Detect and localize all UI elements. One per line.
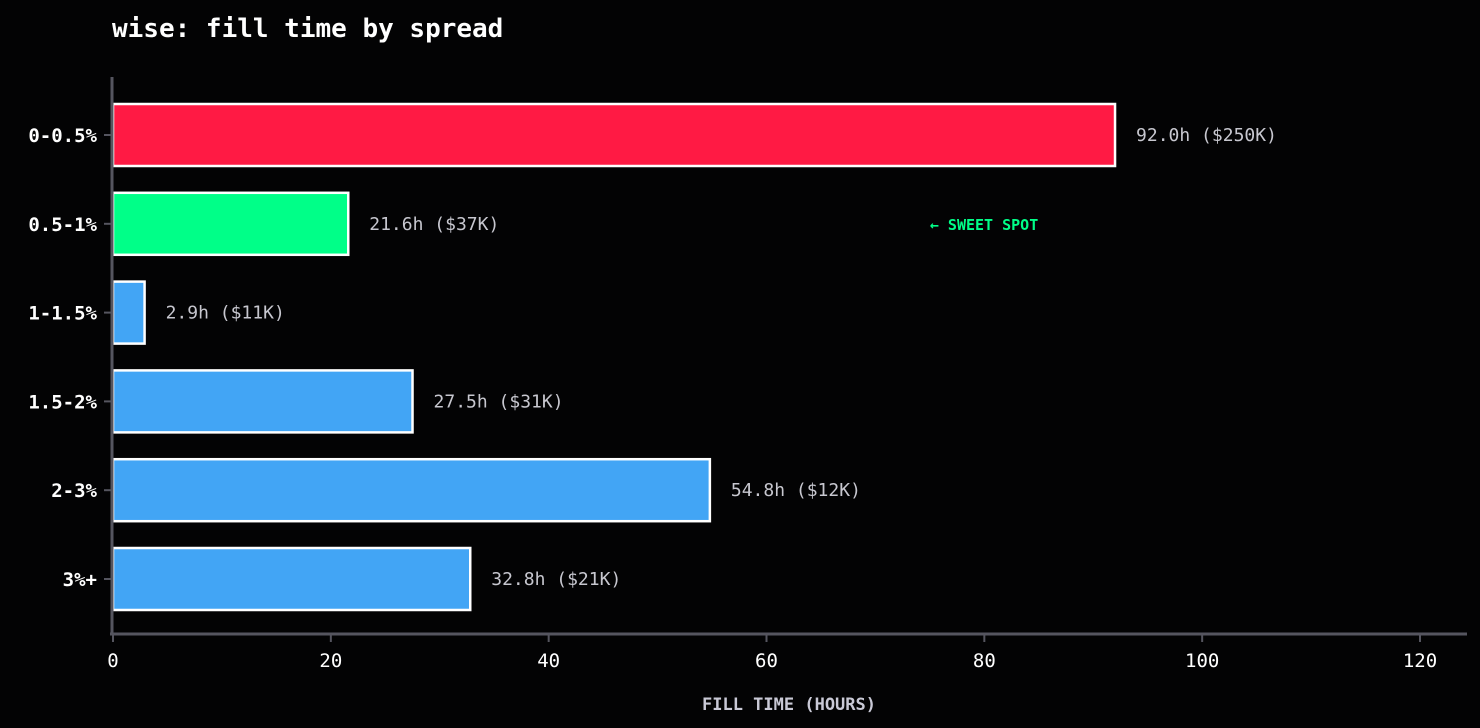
y-tick-label: 2-3% (51, 480, 97, 502)
x-tick-label: 80 (973, 650, 996, 672)
bar-2-3 (111, 457, 712, 523)
data-label-0-0-5: 92.0h ($250K) (1136, 125, 1277, 146)
y-tick-label: 0.5-1% (28, 214, 97, 236)
data-label-3: 32.8h ($21K) (491, 569, 621, 590)
x-axis-label: FILL TIME (HOURS) (702, 695, 876, 715)
bar-3 (111, 546, 472, 612)
data-labels-group: 92.0h ($250K) 21.6h ($37K) 2.9h ($11K) 27.5… (166, 125, 1277, 590)
y-tick-labels-group: 0-0.5% 0.5-1% 1-1.5% 1.5-2% 2-3% 3%+ (28, 125, 111, 591)
data-label-1-1-5: 2.9h ($11K) (166, 303, 285, 324)
chart-title: wise: fill time by spread (112, 14, 503, 44)
x-tick-label: 100 (1185, 650, 1219, 672)
data-label-2-3: 54.8h ($12K) (731, 480, 861, 501)
x-tick-label: 40 (537, 650, 560, 672)
data-label-1-5-2: 27.5h ($31K) (434, 391, 564, 412)
bar-0-0-5 (111, 102, 1117, 168)
y-tick-label: 1-1.5% (28, 303, 97, 325)
x-tick-label: 0 (107, 650, 118, 672)
y-tick-label: 0-0.5% (28, 125, 97, 147)
y-tick-label: 1.5-2% (28, 391, 97, 413)
x-tick-label: 20 (319, 650, 342, 672)
data-label-0-5-1: 21.6h ($37K) (369, 214, 499, 235)
bars-group (111, 102, 1117, 612)
x-tick-labels-group: 0 20 40 60 80 100 120 (107, 635, 1437, 672)
x-tick-label: 60 (755, 650, 778, 672)
bar-1-5-2 (111, 369, 414, 434)
bar-1-1-5 (111, 280, 146, 345)
y-tick-label: 3%+ (63, 569, 97, 591)
sweet-spot-annotation: ← SWEET SPOT (930, 216, 1038, 234)
x-tick-label: 120 (1403, 650, 1437, 672)
bar-0-5-1 (111, 191, 350, 257)
